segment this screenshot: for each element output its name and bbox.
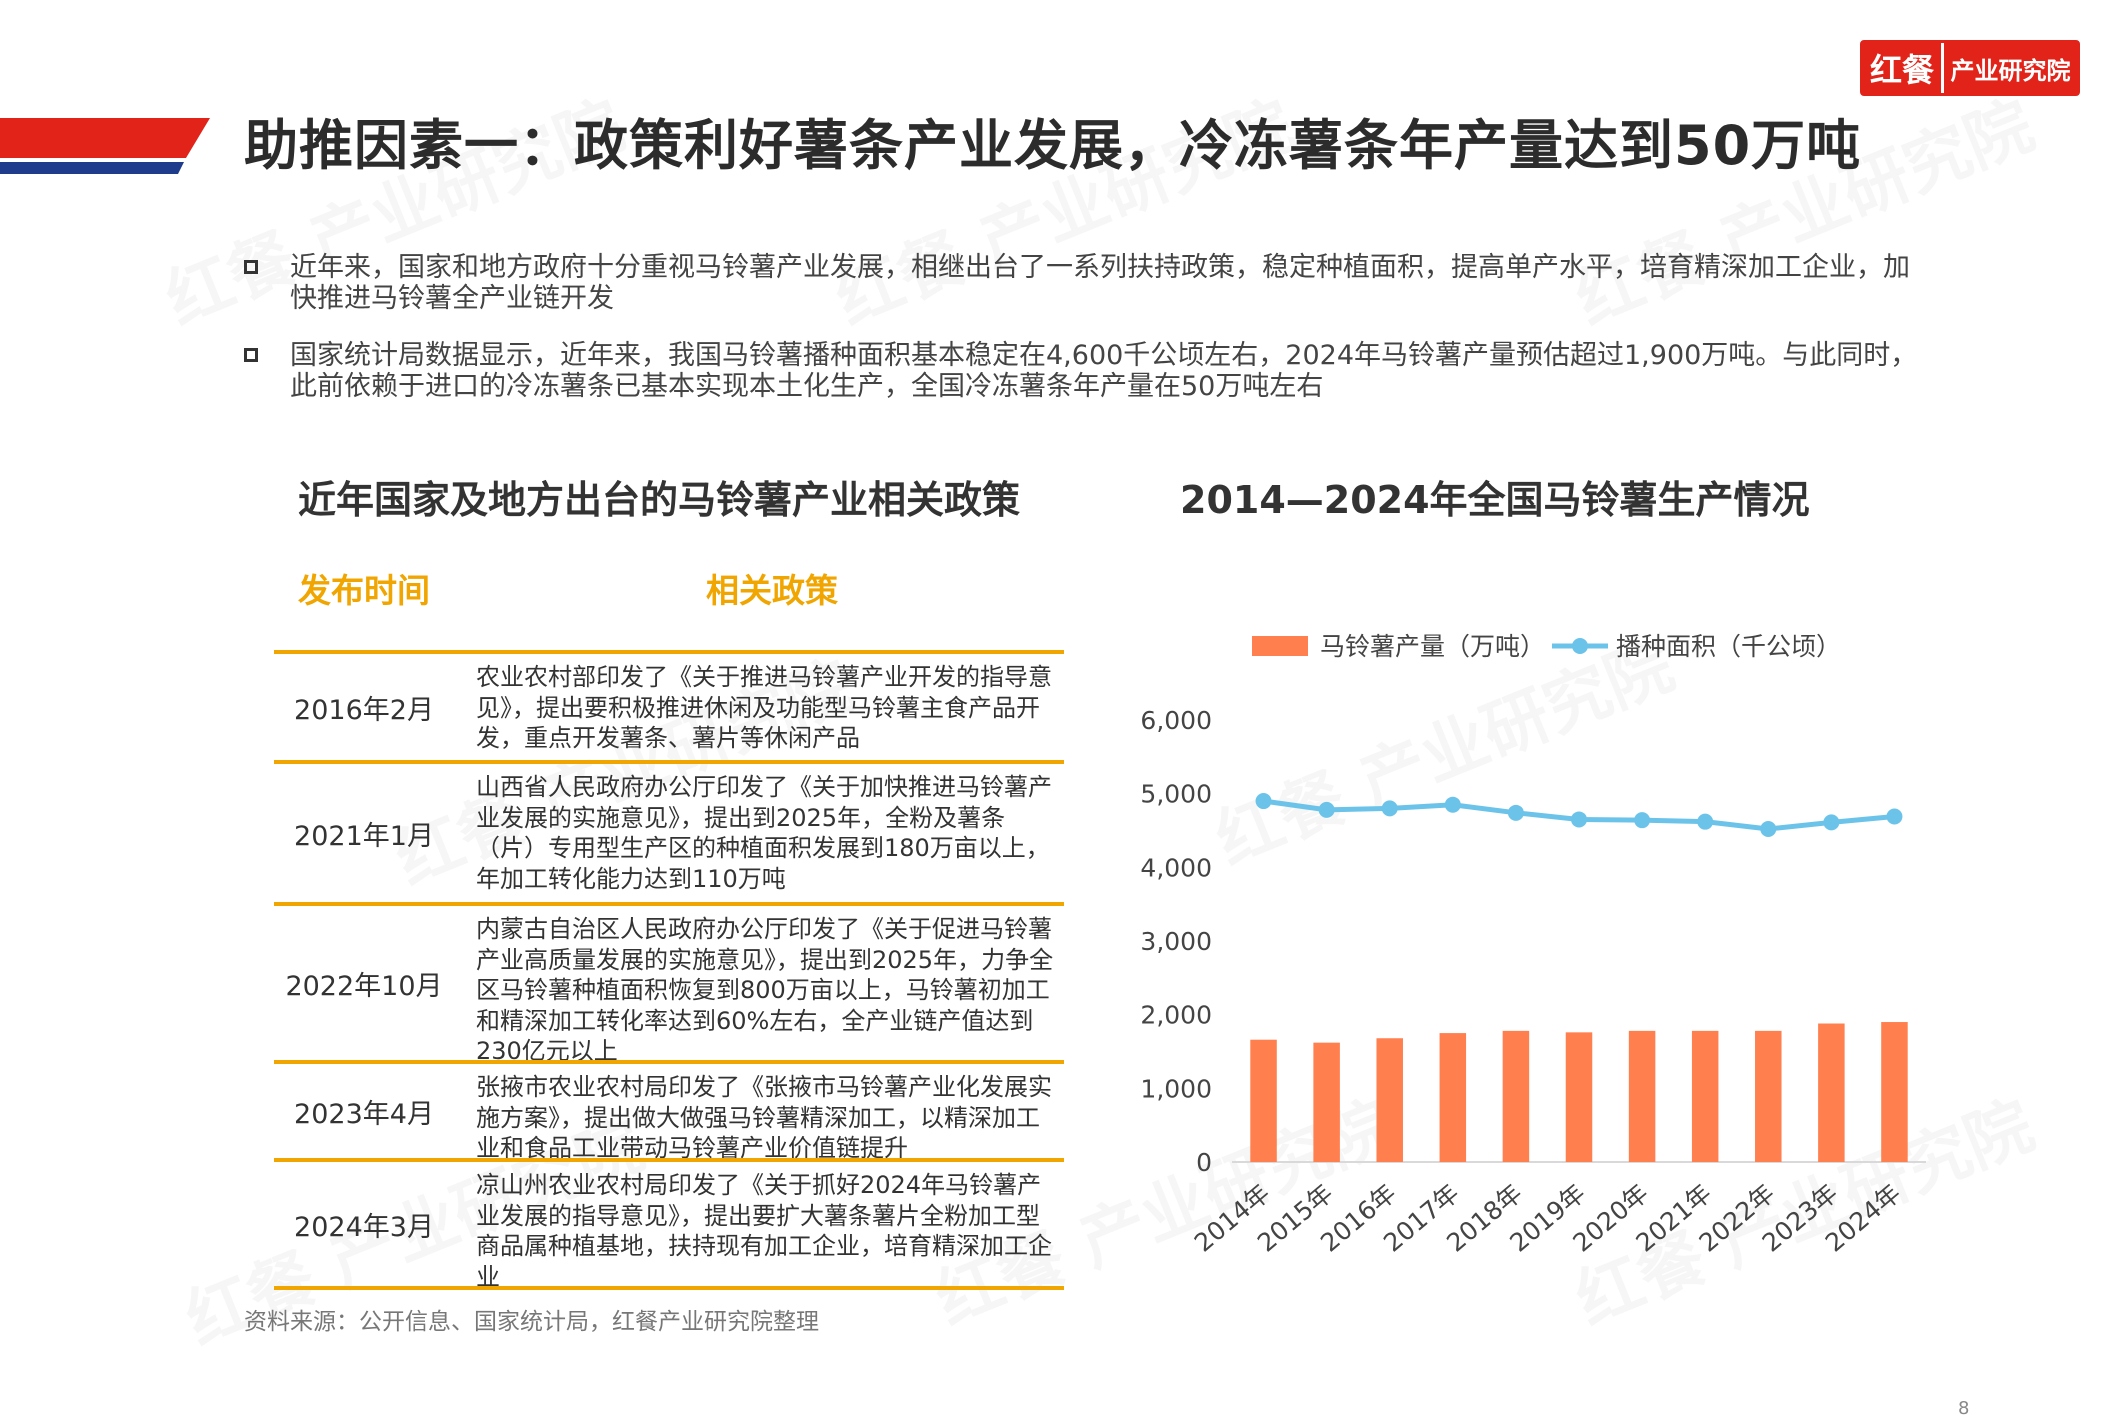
line-point bbox=[1571, 811, 1587, 828]
row-date: 2022年10月 bbox=[285, 970, 443, 1002]
row-policy-text: 凉山州农业农村局印发了《关于抓好2024年马铃薯产业发展的指导意见》，提出要扩大… bbox=[476, 1171, 1052, 1291]
potato-production-chart: 01,0002,0003,0004,0005,0006,0002014年2015… bbox=[1140, 632, 1926, 1258]
policy-section-title: 近年国家及地方出台的马铃薯产业相关政策 bbox=[298, 478, 1021, 522]
bar bbox=[1881, 1022, 1908, 1162]
y-tick-label: 1,000 bbox=[1140, 1074, 1212, 1103]
table-row: 2023年4月 张掖市农业农村局印发了《张掖市马铃薯产业化发展实施方案》，提出做… bbox=[274, 1060, 1064, 1162]
line-point bbox=[1507, 804, 1524, 821]
row-date: 2021年1月 bbox=[294, 820, 434, 852]
bar bbox=[1628, 1030, 1656, 1162]
row-policy-text: 农业农村部印发了《关于推进马铃薯产业开发的指导意见》，提出要积极推进休闲及功能型… bbox=[476, 663, 1052, 752]
bullet-text: 近年来，国家和地方政府十分重视马铃薯产业发展，相继出台了一系列扶持政策，稳定种植… bbox=[290, 252, 1910, 314]
line-point bbox=[1318, 801, 1335, 818]
line-point bbox=[1444, 796, 1461, 813]
bar bbox=[1502, 1030, 1530, 1162]
line-point bbox=[1823, 814, 1840, 831]
legend-label: 播种面积（千公顷） bbox=[1616, 632, 1841, 661]
line-point bbox=[1255, 793, 1272, 810]
row-policy-text: 张掖市农业农村局印发了《张掖市马铃薯产业化发展实施方案》，提出做大做强马铃薯精深… bbox=[476, 1073, 1052, 1162]
line-point bbox=[1381, 800, 1398, 817]
line-point bbox=[1697, 813, 1714, 830]
title-accent-bar bbox=[0, 118, 210, 174]
legend-line-point bbox=[1572, 638, 1588, 654]
column-header-date: 发布时间 bbox=[298, 571, 430, 610]
row-date: 2023年4月 bbox=[294, 1098, 434, 1130]
table-row: 2024年3月 凉山州农业农村局印发了《关于抓好2024年马铃薯产业发展的指导意… bbox=[274, 1158, 1064, 1291]
table-row: 2022年10月 内蒙古自治区人民政府办公厅印发了《关于促进马铃薯产业高质量发展… bbox=[274, 902, 1064, 1065]
row-policy-text: 内蒙古自治区人民政府办公厅印发了《关于促进马铃薯产业高质量发展的实施意见》，提出… bbox=[476, 915, 1054, 1065]
bar bbox=[1565, 1032, 1593, 1162]
policy-table: 2016年2月 农业农村部印发了《关于推进马铃薯产业开发的指导意见》，提出要积极… bbox=[274, 650, 1064, 1291]
page-title: 助推因素一：政策利好薯条产业发展，冷冻薯条年产量达到50万吨 bbox=[244, 114, 1862, 177]
legend-label: 马铃薯产量（万吨） bbox=[1320, 632, 1545, 661]
logo-mark: 红餐 bbox=[1863, 43, 1941, 93]
y-tick-label: 5,000 bbox=[1140, 780, 1212, 809]
row-date: 2016年2月 bbox=[294, 694, 434, 726]
y-tick-label: 6,000 bbox=[1140, 706, 1212, 735]
bar bbox=[1691, 1030, 1719, 1162]
bar bbox=[1439, 1033, 1467, 1162]
bullet-item: 近年来，国家和地方政府十分重视马铃薯产业发展，相继出台了一系列扶持政策，稳定种植… bbox=[244, 252, 1924, 314]
table-row: 2021年1月 山西省人民政府办公厅印发了《关于加快推进马铃薯产业发展的实施意见… bbox=[274, 760, 1064, 902]
bar bbox=[1818, 1023, 1845, 1162]
table-row: 2016年2月 农业农村部印发了《关于推进马铃薯产业开发的指导意见》，提出要积极… bbox=[274, 650, 1064, 760]
row-policy-text: 山西省人民政府办公厅印发了《关于加快推进马铃薯产业发展的实施意见》，提出到202… bbox=[476, 773, 1052, 893]
page-number: 8 bbox=[1958, 1398, 1970, 1419]
column-header-policy: 相关政策 bbox=[706, 571, 838, 610]
line-point bbox=[1886, 808, 1903, 825]
line-point bbox=[1634, 812, 1651, 829]
bar bbox=[1250, 1039, 1277, 1162]
y-tick-label: 3,000 bbox=[1140, 927, 1212, 956]
legend-bar-swatch bbox=[1252, 636, 1308, 656]
bullet-text: 国家统计局数据显示，近年来，我国马铃薯播种面积基本稳定在4,600千公顷左右，2… bbox=[290, 340, 1918, 402]
y-tick-label: 0 bbox=[1196, 1148, 1212, 1177]
y-tick-label: 4,000 bbox=[1140, 853, 1212, 882]
bullet-item: 国家统计局数据显示，近年来，我国马铃薯播种面积基本稳定在4,600千公顷左右，2… bbox=[244, 340, 1924, 402]
bar bbox=[1755, 1030, 1782, 1162]
bar bbox=[1313, 1042, 1340, 1162]
square-bullet-icon bbox=[244, 348, 258, 362]
square-bullet-icon bbox=[244, 260, 258, 274]
brand-logo: 红餐 产业研究院 bbox=[1860, 40, 2080, 96]
source-note: 资料来源：公开信息、国家统计局，红餐产业研究院整理 bbox=[244, 1309, 819, 1335]
logo-text: 产业研究院 bbox=[1944, 43, 2077, 93]
bar bbox=[1376, 1038, 1403, 1162]
chart-section-title: 2014—2024年全国马铃薯生产情况 bbox=[1180, 478, 1810, 522]
y-tick-label: 2,000 bbox=[1140, 1001, 1212, 1030]
row-date: 2024年3月 bbox=[294, 1211, 434, 1243]
line-point bbox=[1760, 821, 1777, 838]
